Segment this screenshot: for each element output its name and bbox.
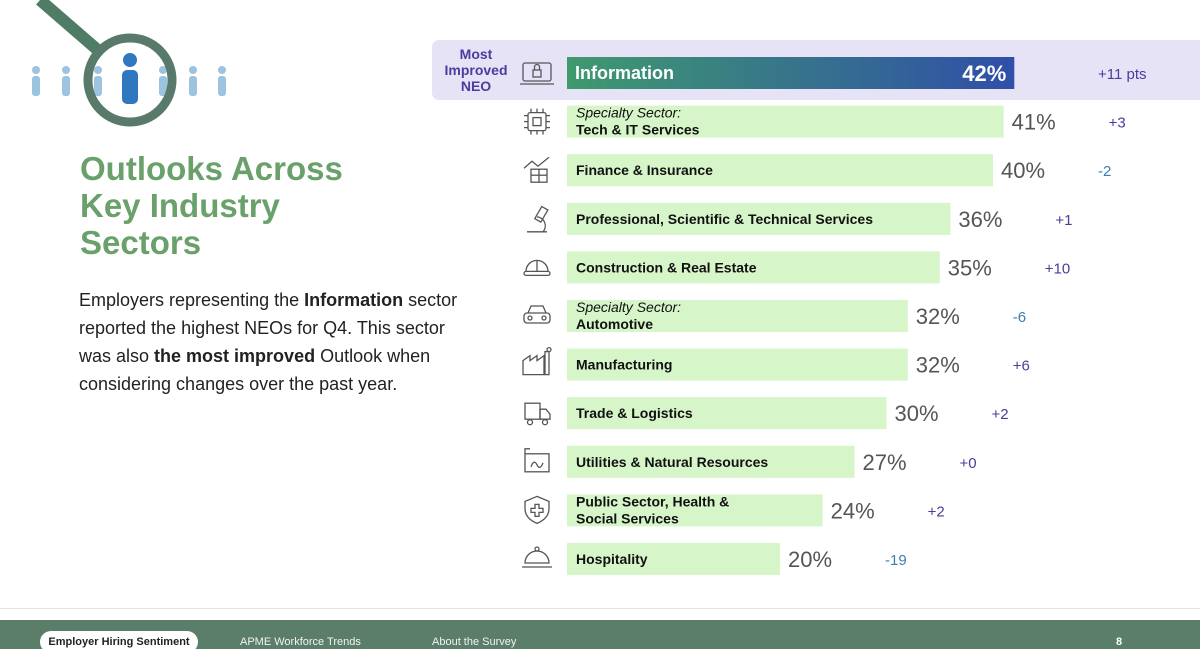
change-label-6: +6 <box>1013 358 1030 375</box>
change-label-7: +2 <box>992 406 1009 423</box>
value-label-2: 40% <box>1001 158 1045 183</box>
change-label-5: -6 <box>1013 309 1026 326</box>
value-label-7: 30% <box>895 401 939 426</box>
bar-10 <box>567 543 780 575</box>
person-highlight-icon <box>122 53 138 104</box>
bar-label-10: Hospitality <box>576 551 648 567</box>
value-label-10: 20% <box>788 547 832 572</box>
utility-icon <box>524 448 550 473</box>
bar-label-7: Trade & Logistics <box>576 405 693 421</box>
bar-label-8: Utilities & Natural Resources <box>576 454 768 470</box>
nav-tab-apme-workforce-trends[interactable]: APME Workforce Trends <box>240 636 361 648</box>
intro-bold-2: the most improved <box>154 346 316 366</box>
bar-label-6: Manufacturing <box>576 357 672 373</box>
car-icon <box>523 305 551 324</box>
bar-3 <box>567 202 951 235</box>
bar-9 <box>567 494 823 527</box>
page-number: 8 <box>1116 636 1123 648</box>
bar-5 <box>567 300 908 332</box>
magnifier-lens <box>83 33 177 127</box>
bar-label-5: Automotive <box>576 316 653 332</box>
bar-label-4: Construction & Real Estate <box>576 259 757 275</box>
factory-icon <box>522 346 552 376</box>
bar-label-1: Tech & IT Services <box>576 122 700 138</box>
bar-label-9: Public Sector, Health & Social Services <box>576 493 729 526</box>
change-label-3: +1 <box>1055 212 1072 229</box>
change-label-2: -2 <box>1098 163 1111 180</box>
bar-label-2: Finance & Insurance <box>576 162 713 178</box>
footer-divider <box>0 608 1200 609</box>
page-title: Outlooks Across Key Industry Sectors <box>80 150 343 261</box>
bar-label-prefix-1: Specialty Sector: <box>576 105 681 121</box>
people-icons <box>32 66 226 96</box>
most-improved-badge: Most Improved NEO <box>444 46 508 94</box>
value-label-9: 24% <box>831 498 875 523</box>
cloche-icon <box>522 546 552 568</box>
value-label-5: 32% <box>916 304 960 329</box>
change-label-10: -19 <box>885 552 907 569</box>
bar-7 <box>567 397 887 430</box>
intro-bold-1: Information <box>304 290 404 310</box>
footer-bar <box>0 620 1200 649</box>
value-label-4: 35% <box>948 255 992 280</box>
bar-2 <box>567 154 993 187</box>
change-label-8: +0 <box>960 455 977 472</box>
nav-tab-about-the-survey[interactable]: About the Survey <box>432 636 517 648</box>
bar-label-prefix-5: Specialty Sector: <box>576 299 681 315</box>
truck-icon <box>524 402 551 426</box>
chip-icon <box>524 108 550 135</box>
shield-health-icon <box>524 495 550 525</box>
change-label-1: +3 <box>1109 115 1126 132</box>
bar-4 <box>567 251 940 284</box>
value-label-3: 36% <box>958 207 1002 232</box>
value-label-6: 32% <box>916 353 960 378</box>
change-label-9: +2 <box>928 503 945 520</box>
most-improved-band <box>432 40 1200 100</box>
intro-text-2: sector reported the highest NEOs for Q4.… <box>79 290 458 366</box>
change-label-4: +10 <box>1045 260 1070 277</box>
hard-hat-icon <box>523 259 551 277</box>
intro-text-1: Employers representing the <box>79 290 305 310</box>
intro-paragraph: Employers representing the Information s… <box>79 286 479 398</box>
magnifier-people-illustration <box>32 0 226 127</box>
bar-label-3: Professional, Scientific & Technical Ser… <box>576 211 873 227</box>
nav-tab-employer-hiring-sentiment[interactable]: Employer Hiring Sentiment <box>40 631 198 653</box>
bar-6 <box>567 348 908 381</box>
value-label-1: 41% <box>1012 110 1056 135</box>
magnifier-handle <box>36 0 104 57</box>
microscope-icon <box>527 205 549 233</box>
bar-1 <box>567 105 1004 138</box>
intro-text-3: Outlook when considering changes over th… <box>79 346 431 394</box>
value-label-8: 27% <box>863 450 907 475</box>
bar-8 <box>567 445 855 478</box>
growth-chart-icon <box>523 156 550 183</box>
